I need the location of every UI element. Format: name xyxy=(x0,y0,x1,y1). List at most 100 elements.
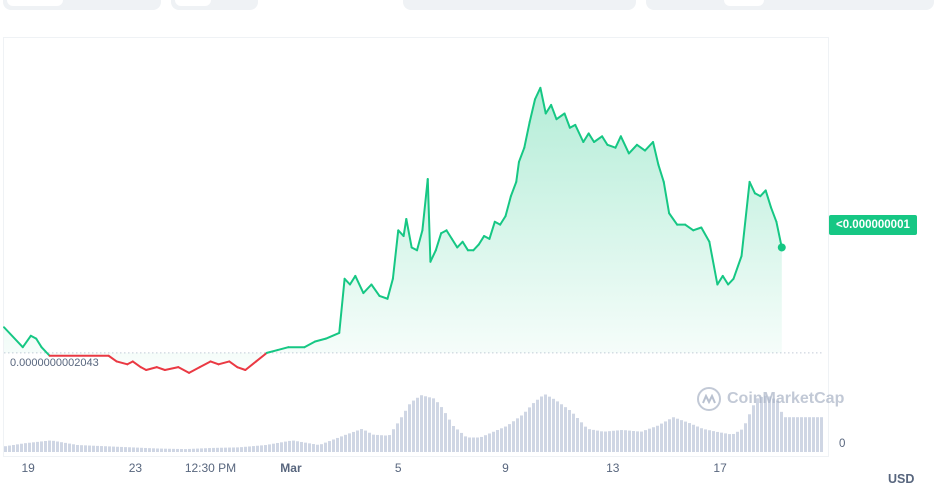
volume-bar xyxy=(368,432,371,452)
volume-bar xyxy=(412,400,415,452)
volume-bar xyxy=(248,446,251,452)
volume-bar xyxy=(792,417,795,452)
volume-bar xyxy=(780,411,783,452)
volume-bar xyxy=(36,441,39,452)
volume-bar xyxy=(184,449,187,452)
volume-bar xyxy=(100,446,103,452)
price-line-segment xyxy=(477,235,486,246)
price-line-segment xyxy=(29,334,38,340)
volume-bar xyxy=(764,395,767,452)
price-line-segment xyxy=(550,103,558,121)
price-line-segment xyxy=(445,229,453,240)
range-tab-group[interactable] xyxy=(3,0,161,10)
price-line-segment xyxy=(450,237,459,249)
volume-bar xyxy=(756,398,759,452)
price-line-segment xyxy=(657,163,665,183)
volume-bar xyxy=(676,418,679,452)
volume-bar xyxy=(152,448,155,452)
volume-bar xyxy=(700,428,703,452)
range-tab-active[interactable] xyxy=(7,0,63,6)
volume-bar xyxy=(312,444,315,452)
volume-bar xyxy=(776,400,779,452)
volume-bar xyxy=(288,440,291,452)
price-line-segment xyxy=(509,180,518,198)
coinmarketcap-watermark: CoinMarketCap xyxy=(697,387,844,411)
price-line-segment xyxy=(324,331,341,340)
price-line-segment xyxy=(668,212,679,226)
volume-bar xyxy=(520,415,523,452)
volume-bar xyxy=(324,442,327,452)
price-line-segment xyxy=(619,135,630,155)
price-line-segment xyxy=(265,349,279,354)
price-line-segment xyxy=(314,337,327,343)
volume-bar xyxy=(552,398,555,452)
volume-bar xyxy=(732,433,735,452)
volume-bar xyxy=(236,447,239,452)
last-price-point[interactable] xyxy=(777,243,786,252)
volume-bar xyxy=(56,441,59,452)
price-line-segment xyxy=(343,277,351,286)
volume-bar xyxy=(512,421,515,452)
volume-bar xyxy=(364,430,367,452)
price-line-segment xyxy=(131,360,142,369)
volume-bar xyxy=(432,398,435,452)
volume-bar xyxy=(160,448,163,452)
volume-bar xyxy=(88,445,91,452)
price-line-segment xyxy=(692,226,703,232)
price-line-segment xyxy=(493,220,502,226)
volume-bar xyxy=(752,405,755,452)
volume-bar xyxy=(496,430,499,452)
chart-type-tab-active[interactable] xyxy=(175,0,211,6)
volume-axis-zero-label: 0 xyxy=(839,438,846,450)
volume-bar xyxy=(560,404,563,452)
volume-bar xyxy=(208,448,211,452)
volume-bar xyxy=(524,411,527,452)
x-axis-tick-label: 5 xyxy=(394,461,402,475)
volume-bar xyxy=(696,426,699,452)
volume-bar xyxy=(484,435,487,452)
volume-bar xyxy=(684,421,687,452)
volume-bar xyxy=(96,445,99,452)
chart-type-tab-group[interactable] xyxy=(171,0,258,10)
price-line-segment xyxy=(775,220,783,249)
volume-bar xyxy=(52,440,55,452)
volume-bar xyxy=(408,404,411,452)
volume-bar xyxy=(28,442,31,452)
compare-tab-active[interactable] xyxy=(724,0,764,6)
price-line-segment xyxy=(555,112,566,121)
volume-bar xyxy=(632,430,635,452)
volume-bar xyxy=(396,423,399,452)
price-line-segment xyxy=(338,277,346,334)
volume-bar xyxy=(180,449,183,452)
volume-bar xyxy=(164,448,167,452)
price-line-segment xyxy=(517,146,526,163)
volume-bar xyxy=(716,431,719,452)
price-line-segment xyxy=(434,232,443,252)
watermark-text: CoinMarketCap xyxy=(727,390,845,407)
interval-tab-group[interactable] xyxy=(403,0,636,10)
volume-bar xyxy=(420,395,423,452)
price-line-segment xyxy=(348,274,357,286)
volume-bar xyxy=(272,443,275,452)
volume-bar xyxy=(584,426,587,452)
price-line-segment xyxy=(397,229,405,238)
volume-bar xyxy=(116,446,119,452)
volume-bar xyxy=(12,444,15,452)
volume-bar xyxy=(820,417,823,452)
volume-bar xyxy=(708,430,711,452)
compare-tab-group[interactable] xyxy=(646,0,934,10)
price-line-segment xyxy=(276,346,290,352)
volume-bar xyxy=(200,448,203,452)
volume-bar xyxy=(192,448,195,452)
volume-bar xyxy=(528,407,531,452)
volume-bar xyxy=(788,417,791,452)
price-line-segment xyxy=(593,135,604,143)
price-line-segment xyxy=(40,346,51,357)
volume-bar xyxy=(480,436,483,452)
volume-bar xyxy=(816,417,819,452)
volume-bar xyxy=(600,431,603,452)
volume-bar xyxy=(712,431,715,452)
volume-bar xyxy=(596,430,599,452)
price-line-segment xyxy=(303,340,317,349)
